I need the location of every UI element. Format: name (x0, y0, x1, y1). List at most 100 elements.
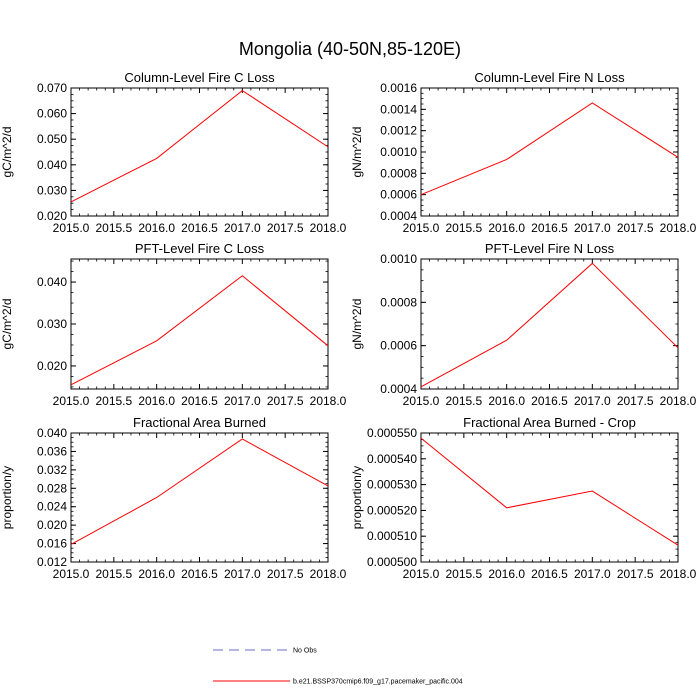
x-tick-label: 2018.0 (660, 221, 697, 235)
y-axis-label: proportion/y (350, 466, 364, 529)
x-tick-label: 2016.0 (488, 567, 525, 581)
x-tick-label: 2017.0 (574, 567, 611, 581)
x-tick-label: 2015.5 (445, 567, 482, 581)
series-line (420, 262, 679, 388)
panel-title: Column-Level Fire C Loss (124, 70, 275, 85)
x-tick-label: 2018.0 (660, 394, 697, 408)
x-tick-label: 2016.0 (138, 567, 175, 581)
legend-item-1: No Obs (213, 648, 317, 655)
x-tick-label: 2016.0 (488, 394, 525, 408)
y-tick-label: 0.0014 (380, 102, 417, 116)
y-tick-label: 0.040 (37, 426, 67, 440)
y-tick-label: 0.016 (37, 537, 67, 551)
y-tick-label: 0.030 (37, 317, 67, 331)
figure-title: Mongolia (40-50N,85-120E) (239, 39, 461, 59)
plot-frame (70, 87, 329, 217)
y-tick-label: 0.020 (37, 209, 67, 223)
plot-frame (70, 432, 329, 563)
y-tick-label: 0.020 (37, 518, 67, 532)
x-tick-label: 2017.5 (617, 394, 654, 408)
x-tick-label: 2017.0 (574, 221, 611, 235)
x-tick-label: 2016.5 (531, 394, 568, 408)
panel-grid: Column-Level Fire C Loss gC/m^2/d 2015.0 20… (0, 70, 697, 581)
y-tick-label: 0.0016 (380, 81, 417, 95)
plot-frame (420, 258, 679, 390)
x-tick-label: 2015.5 (445, 221, 482, 235)
y-tick-label: 0.0004 (380, 382, 417, 396)
x-tick-label: 2017.0 (224, 567, 261, 581)
x-tick-label: 2015.5 (95, 394, 132, 408)
series-line (70, 275, 329, 386)
y-tick-label: 0.070 (37, 81, 67, 95)
x-tick-label: 2018.0 (310, 567, 347, 581)
y-tick-label: 0.0006 (380, 339, 417, 353)
x-tick-label: 2016.0 (138, 221, 175, 235)
x-tick-label: 2015.5 (95, 567, 132, 581)
legend-item-2: b.e21.BSSP370cmip6.f09_g17.pacemaker_pac… (213, 679, 463, 686)
chart-panel-1: Column-Level Fire C Loss gC/m^2/d 2015.0 20… (0, 70, 347, 235)
plot-frame (70, 258, 329, 390)
x-tick-label: 2015.0 (403, 394, 440, 408)
x-tick-label: 2017.5 (617, 221, 654, 235)
plot-frame (420, 432, 679, 563)
panel-title: Column-Level Fire N Loss (474, 70, 625, 85)
y-axis-label: gN/m^2/d (350, 127, 364, 178)
y-tick-label: 0.0008 (380, 166, 417, 180)
legend: No Obs b.e21.BSSP370cmip6.f09_g17.pacemak… (213, 648, 463, 686)
panel-title: PFT-Level Fire C Loss (135, 241, 265, 256)
y-tick-label: 0.000530 (367, 478, 417, 492)
y-axis-label: proportion/y (0, 466, 14, 529)
y-tick-label: 0.060 (37, 107, 67, 121)
y-tick-label: 0.036 (37, 444, 67, 458)
y-tick-label: 0.050 (37, 132, 67, 146)
x-tick-label: 2016.5 (181, 394, 218, 408)
x-tick-label: 2016.0 (138, 394, 175, 408)
y-tick-label: 0.028 (37, 481, 67, 495)
x-tick-label: 2017.5 (267, 221, 304, 235)
x-tick-label: 2018.0 (660, 567, 697, 581)
x-tick-label: 2018.0 (310, 221, 347, 235)
series-line (70, 89, 329, 203)
x-tick-label: 2016.5 (181, 567, 218, 581)
series-line (70, 438, 329, 545)
x-tick-label: 2015.0 (53, 567, 90, 581)
y-tick-label: 0.040 (37, 158, 67, 172)
legend-label: No Obs (293, 648, 317, 655)
x-tick-label: 2017.5 (267, 394, 304, 408)
chart-panel-4: PFT-Level Fire N Loss gN/m^2/d 2015.0 2015.… (350, 241, 697, 408)
y-tick-label: 0.000550 (367, 426, 417, 440)
y-tick-label: 0.0004 (380, 209, 417, 223)
y-tick-label: 0.0012 (380, 124, 417, 138)
x-tick-label: 2016.0 (488, 221, 525, 235)
y-axis-label: gC/m^2/d (0, 127, 14, 178)
panel-title: PFT-Level Fire N Loss (485, 241, 615, 256)
chart-panel-6: Fractional Area Burned - Crop proportion/… (350, 415, 697, 581)
x-tick-label: 2017.5 (617, 567, 654, 581)
y-tick-label: 0.000540 (367, 452, 417, 466)
x-tick-label: 2017.0 (574, 394, 611, 408)
y-axis-label: gN/m^2/d (350, 299, 364, 350)
chart-panel-5: Fractional Area Burned proportion/y 2015.0… (0, 415, 347, 581)
y-axis-label: gC/m^2/d (0, 299, 14, 350)
y-tick-label: 0.0008 (380, 295, 417, 309)
y-tick-label: 0.0010 (380, 252, 417, 266)
y-tick-label: 0.030 (37, 183, 67, 197)
series-line (420, 102, 679, 196)
x-tick-label: 2017.0 (224, 221, 261, 235)
chart-panel-3: PFT-Level Fire C Loss gC/m^2/d 2015.0 2015.… (0, 241, 347, 408)
x-tick-label: 2015.5 (445, 394, 482, 408)
y-tick-label: 0.000500 (367, 555, 417, 569)
x-tick-label: 2015.0 (53, 394, 90, 408)
y-tick-label: 0.000510 (367, 529, 417, 543)
x-tick-label: 2016.5 (181, 221, 218, 235)
y-tick-label: 0.012 (37, 555, 67, 569)
y-tick-label: 0.032 (37, 463, 67, 477)
x-tick-label: 2015.0 (403, 567, 440, 581)
y-tick-label: 0.020 (37, 359, 67, 373)
legend-label: b.e21.BSSP370cmip6.f09_g17.pacemaker_pac… (293, 679, 463, 686)
y-tick-label: 0.0010 (380, 145, 417, 159)
panel-title: Fractional Area Burned - Crop (463, 415, 636, 430)
x-tick-label: 2015.0 (53, 221, 90, 235)
